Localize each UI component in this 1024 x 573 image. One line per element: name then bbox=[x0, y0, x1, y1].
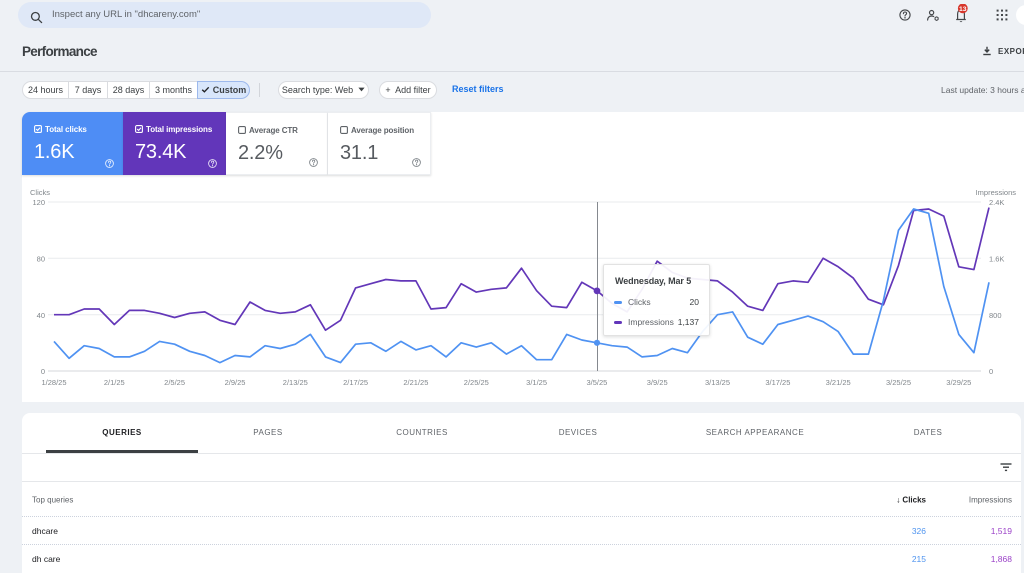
svg-text:80: 80 bbox=[37, 255, 45, 264]
svg-text:40: 40 bbox=[37, 311, 45, 320]
svg-text:3/9/25: 3/9/25 bbox=[647, 378, 668, 387]
svg-text:3/17/25: 3/17/25 bbox=[765, 378, 790, 387]
svg-text:0: 0 bbox=[989, 367, 993, 376]
svg-text:2/25/25: 2/25/25 bbox=[464, 378, 489, 387]
svg-text:Clicks: Clicks bbox=[30, 188, 50, 197]
svg-text:120: 120 bbox=[32, 198, 45, 207]
svg-text:3/13/25: 3/13/25 bbox=[705, 378, 730, 387]
svg-text:2/5/25: 2/5/25 bbox=[164, 378, 185, 387]
svg-text:2/21/25: 2/21/25 bbox=[403, 378, 428, 387]
svg-text:Impressions: Impressions bbox=[976, 188, 1017, 197]
svg-text:3/29/25: 3/29/25 bbox=[946, 378, 971, 387]
svg-text:3/21/25: 3/21/25 bbox=[826, 378, 851, 387]
svg-text:3/25/25: 3/25/25 bbox=[886, 378, 911, 387]
svg-text:0: 0 bbox=[41, 367, 45, 376]
svg-text:2/9/25: 2/9/25 bbox=[225, 378, 246, 387]
svg-text:2/17/25: 2/17/25 bbox=[343, 378, 368, 387]
svg-text:2.4K: 2.4K bbox=[989, 198, 1004, 207]
svg-text:2/1/25: 2/1/25 bbox=[104, 378, 125, 387]
svg-text:3/1/25: 3/1/25 bbox=[526, 378, 547, 387]
svg-text:800: 800 bbox=[989, 311, 1002, 320]
svg-text:2/13/25: 2/13/25 bbox=[283, 378, 308, 387]
svg-text:1.6K: 1.6K bbox=[989, 255, 1004, 264]
svg-text:3/5/25: 3/5/25 bbox=[586, 378, 607, 387]
svg-text:1/28/25: 1/28/25 bbox=[41, 378, 66, 387]
svg-text:13: 13 bbox=[959, 6, 967, 13]
